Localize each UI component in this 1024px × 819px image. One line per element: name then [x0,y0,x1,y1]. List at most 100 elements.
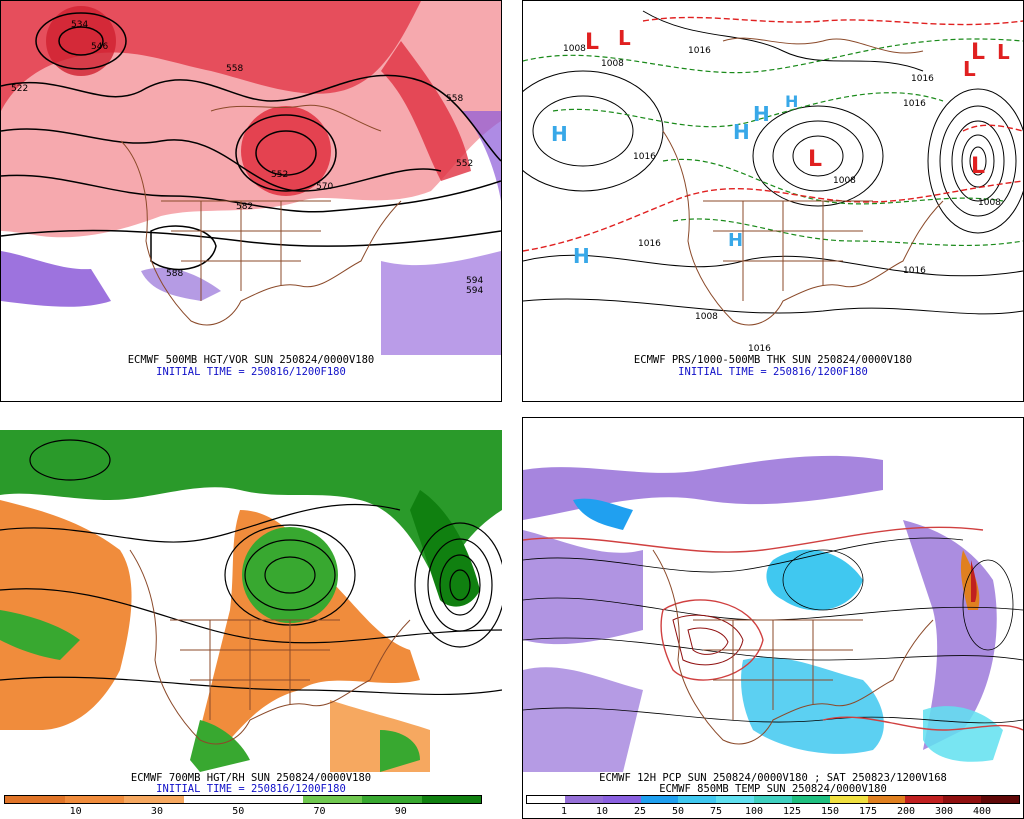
caption-700mb: ECMWF 700MB HGT/RH SUN 250824/0000V180 [130,772,372,784]
contour-label: 588 [166,269,183,279]
contour-label: 558 [446,94,463,104]
isobar-labels: 1008 1008 1016 1016 1016 1016 1008 1016 … [563,44,1001,354]
legend-swatch [716,796,755,803]
legend-swatch [243,796,303,803]
legend-tick-label: 10 [69,806,82,817]
isobar-label: 1008 [601,59,624,69]
caption-temp: ECMWF 850MB TEMP SUN 250824/0000V180 [659,783,887,795]
map-pressure: H H H H H H L L L L L L L 1008 1008 1016… [523,1,1023,355]
high-center: H [753,102,770,126]
low-center: L [808,147,822,172]
contour-label: 522 [11,84,28,94]
legend-swatch [754,796,792,803]
low-center: L [997,40,1010,64]
contour-label: 594 [466,286,483,296]
legend-swatch [527,796,565,803]
isobar-label: 1008 [833,176,856,186]
high-center: H [573,244,590,268]
initial-time-pressure: INITIAL TIME = 250816/1200F180 [678,366,868,378]
caption-500mb: ECMWF 500MB HGT/VOR SUN 250824/0000V180 [127,354,375,366]
isobar-label: 1016 [903,266,926,276]
isobar-label: 1008 [978,198,1001,208]
panel-frame [0,0,502,402]
legend-swatch [905,796,944,803]
high-center: H [728,230,743,251]
map-700mb [0,430,502,772]
panel-500mb-vorticity: 534 546 558 552 522 558 570 582 588 594 … [0,0,502,402]
legend-swatch [302,796,362,803]
pressure-centers: H H H H H H L L L L L L L [551,26,1010,268]
low-center: L [971,40,985,65]
high-center: H [785,92,798,111]
legend-swatch [64,796,124,803]
legend-swatch [829,796,868,803]
isobar-label: 1008 [695,312,718,322]
rh-legend-ticks: 10 30 50 70 90 [4,806,482,818]
contour-label: 570 [316,182,333,192]
legend-swatch [602,796,641,803]
high-center: H [733,120,750,144]
legend-tick-label: 400 [972,806,992,817]
isobar-label: 1016 [911,74,934,84]
isobar-label: 1008 [563,44,586,54]
contour-labels: 534 546 558 552 522 558 570 582 588 594 … [11,20,483,296]
legend-tick-label: 100 [744,806,764,817]
precip-legend-bar [526,795,1020,804]
legend-tick-label: 70 [313,806,326,817]
contour-label: 546 [91,42,108,52]
legend-tick-label: 175 [858,806,878,817]
legend-tick-label: 10 [595,806,609,817]
legend-tick-label: 30 [150,806,163,817]
isobar-label: 1016 [638,239,661,249]
panel-700mb-rh: ECMWF 700MB HGT/RH SUN 250824/0000V180 I… [0,417,502,819]
legend-tick-label: 50 [671,806,685,817]
map-500mb: 534 546 558 552 522 558 570 582 588 594 … [1,1,501,355]
initial-time-700mb: INITIAL TIME = 250816/1200F180 [156,783,346,795]
panel-sea-level-pressure: H H H H H H L L L L L L L 1008 1008 1016… [522,0,1024,402]
legend-swatch [564,796,603,803]
contour-label: 552 [271,170,288,180]
contour-label: 582 [236,202,253,212]
legend-tick-label: 300 [934,806,954,817]
map-pressure-svg: H H H H H H L L L L L L L 1008 1008 1016… [523,10,1023,354]
caption-pressure: ECMWF PRS/1000-500MB THK SUN 250824/0000… [633,354,913,366]
isobar-label: 1016 [748,344,771,354]
contour-label: 558 [226,64,243,74]
low-center: L [618,26,631,50]
legend-swatch [678,796,717,803]
isobar-label: 1016 [903,99,926,109]
map-700mb-svg [0,430,502,772]
legend-tick-label: 150 [820,806,840,817]
legend-tick-label: 50 [232,806,245,817]
low-center: L [971,154,985,179]
legend-swatch [640,796,679,803]
legend-tick-label: 75 [709,806,723,817]
high-center: H [551,122,568,146]
contour-label: 534 [71,20,88,30]
map-500mb-svg: 534 546 558 552 522 558 570 582 588 594 … [1,1,501,355]
legend-swatch [981,796,1019,803]
panel-precip-temp: ECMWF 12H PCP SUN 250824/0000V180 ; SAT … [522,417,1024,819]
legend-swatch [943,796,982,803]
legend-swatch [867,796,906,803]
contour-label: 552 [456,159,473,169]
legend-tick-label: 1 [560,806,568,817]
legend-swatch [791,796,830,803]
initial-time-500mb: INITIAL TIME = 250816/1200F180 [156,366,346,378]
map-precip [523,430,1023,772]
contour-label: 594 [466,276,483,286]
legend-swatch [421,796,481,803]
legend-tick-label: 25 [633,806,647,817]
legend-tick-label: 125 [782,806,802,817]
isobar-label: 1016 [688,46,711,56]
caption-precip: ECMWF 12H PCP SUN 250824/0000V180 ; SAT … [599,772,947,784]
low-center: L [963,57,976,81]
legend-tick-label: 200 [896,806,916,817]
legend-swatch [362,796,422,803]
legend-tick-label: 90 [394,806,407,817]
precip-legend-ticks: 1 10 25 50 75 100 125 150 175 200 300 400 [526,806,1020,818]
rh-legend-bar [4,795,482,804]
legend-swatch [5,796,65,803]
map-precip-svg [523,455,1023,772]
isobar-label: 1016 [633,152,656,162]
